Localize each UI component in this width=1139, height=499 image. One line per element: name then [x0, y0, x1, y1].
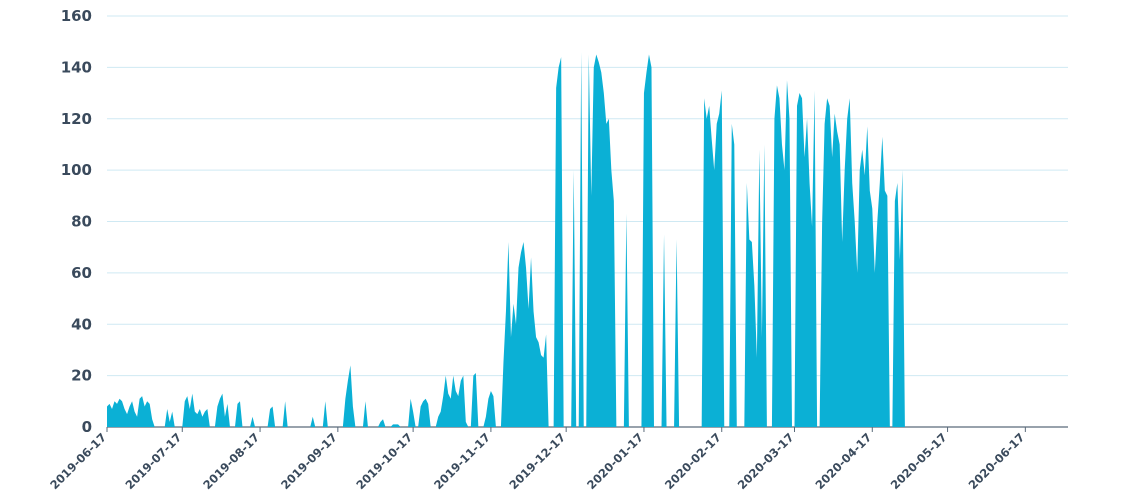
y-tick-label: 0 [82, 418, 92, 436]
x-tick-label: 2019-06-17 [47, 430, 109, 492]
y-tick-label: 140 [61, 58, 92, 76]
x-tick-label: 2019-10-17 [353, 430, 415, 492]
x-tick-label: 2019-12-17 [506, 430, 568, 492]
y-tick-label: 160 [61, 7, 92, 25]
gridlines [107, 15, 1068, 428]
x-tick-label: 2019-07-17 [122, 430, 184, 492]
y-tick-label: 80 [71, 213, 92, 231]
x-tick-label: 2020-06-17 [966, 430, 1028, 492]
y-tick-label: 100 [61, 161, 92, 179]
x-tick-label: 2020-04-17 [812, 430, 874, 492]
data-area [107, 51, 905, 428]
y-tick-label: 120 [61, 110, 92, 128]
y-tick-label: 20 [71, 367, 92, 385]
x-tick-label: 2019-09-17 [278, 430, 340, 492]
x-axis-ticks: 2019-06-17 2019-07-17 2019-08-17 2019-09-17… [47, 427, 1027, 492]
y-axis-ticks: 0 20 40 60 80 100 120 140 160 [61, 7, 92, 436]
series-area [107, 51, 905, 428]
x-tick-label: 2020-05-17 [888, 430, 950, 492]
x-tick-label: 2020-01-17 [584, 430, 646, 492]
x-tick-label: 2019-11-17 [431, 430, 493, 492]
y-tick-label: 40 [71, 315, 92, 333]
x-tick-label: 2019-08-17 [200, 430, 262, 492]
x-tick-label: 2020-02-17 [662, 430, 724, 492]
y-tick-label: 60 [71, 264, 92, 282]
x-tick-label: 2020-03-17 [735, 430, 797, 492]
